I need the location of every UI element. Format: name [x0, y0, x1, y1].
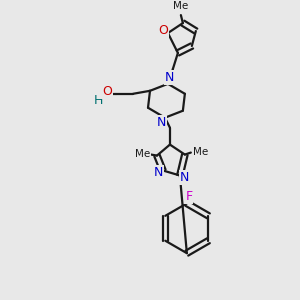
Text: N: N [156, 116, 166, 129]
Text: N: N [165, 71, 175, 84]
Text: N: N [153, 166, 163, 179]
Text: Me: Me [173, 1, 188, 11]
Text: H: H [94, 94, 103, 107]
Text: O: O [102, 85, 112, 98]
Text: Me: Me [193, 147, 208, 157]
Text: N: N [180, 171, 190, 184]
Text: Me: Me [135, 148, 151, 159]
Text: O: O [158, 23, 168, 37]
Text: F: F [185, 190, 192, 203]
